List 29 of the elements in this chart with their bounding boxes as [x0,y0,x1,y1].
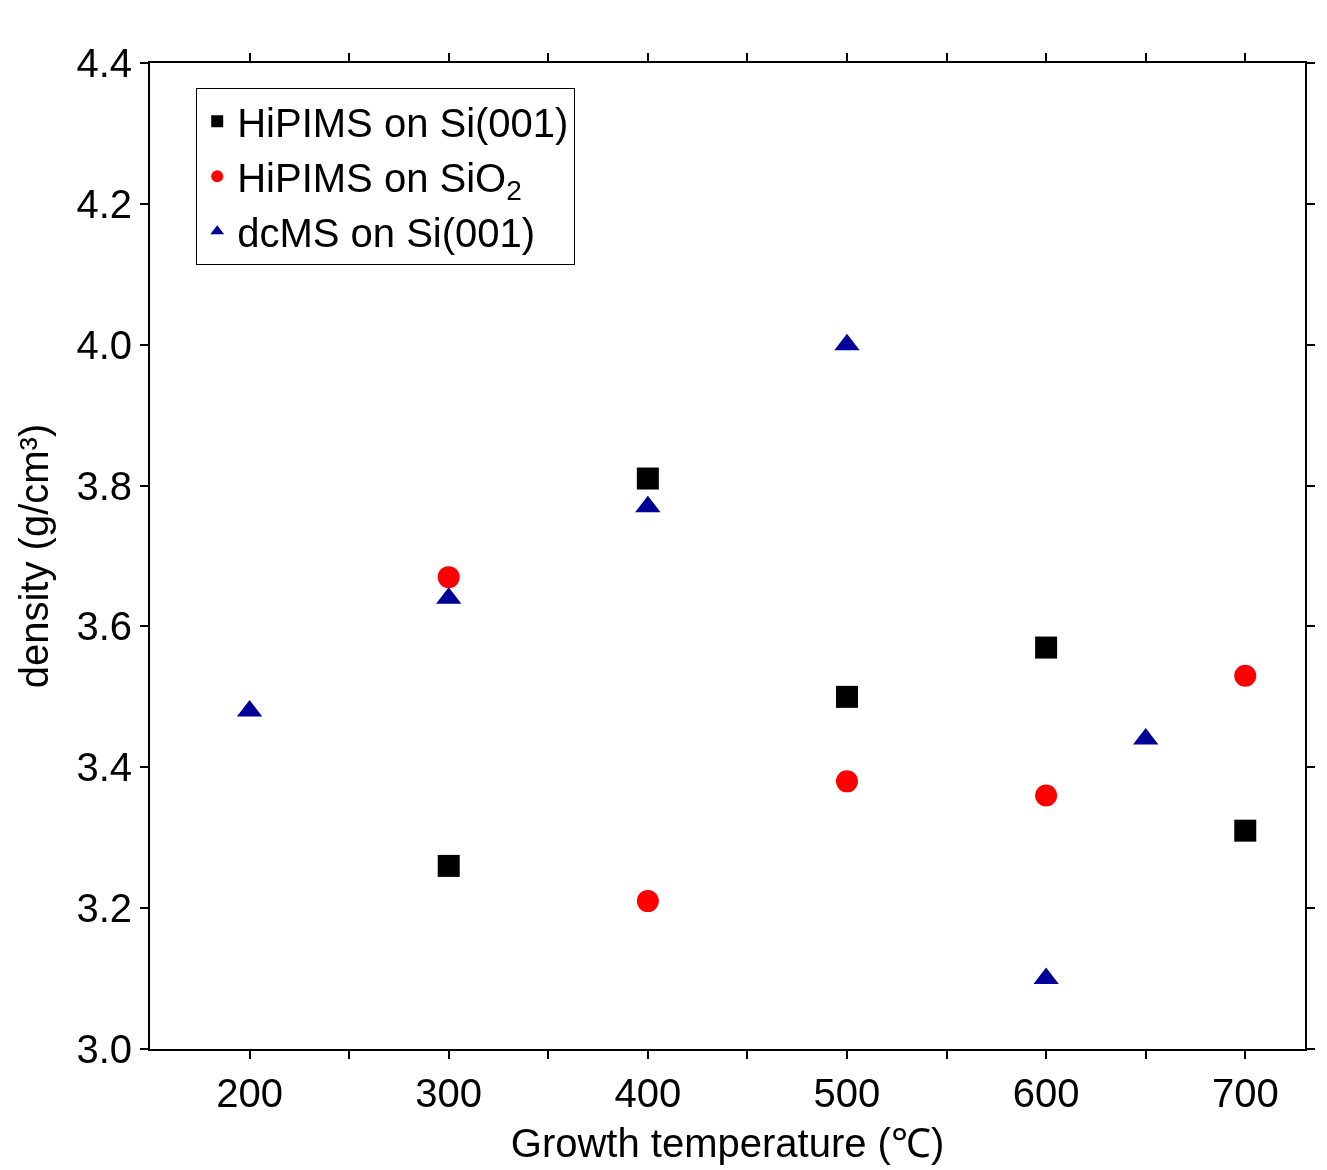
point [835,770,858,793]
x-tick-label: 300 [415,1071,483,1115]
y-tick-label: 3.2 [76,886,132,931]
y-tick-label: 4.4 [76,41,132,85]
y-tick-label: 4.0 [76,322,132,367]
legend-label: HiPIMS on SiO$_{2}$ [237,155,522,207]
legend-label: dcMS on Si(001) [237,210,536,255]
x-tick-label: 700 [1211,1071,1279,1115]
y-tick-label: 3.6 [76,604,132,649]
legend-label: HiPIMS on Si(001) [237,100,569,145]
y-tick-label: 3.8 [76,463,132,508]
point [636,467,659,490]
point [437,566,460,589]
point [1035,784,1058,807]
y-axis-title: density (g/cm³) [12,423,57,689]
x-axis-title: Growth temperature (℃) [510,1121,945,1165]
point [1234,664,1257,687]
point [636,890,659,913]
point [1035,636,1058,659]
point [1234,819,1257,842]
y-tick-label: 3.4 [76,745,132,790]
y-tick-label: 3.0 [76,1027,132,1071]
point [437,854,460,877]
x-tick-label: 400 [614,1071,682,1115]
x-tick-label: 600 [1012,1071,1080,1115]
point [835,685,858,708]
x-tick-label: 200 [216,1071,283,1115]
y-tick-label: 4.2 [76,181,132,226]
x-tick-label: 500 [813,1071,881,1115]
